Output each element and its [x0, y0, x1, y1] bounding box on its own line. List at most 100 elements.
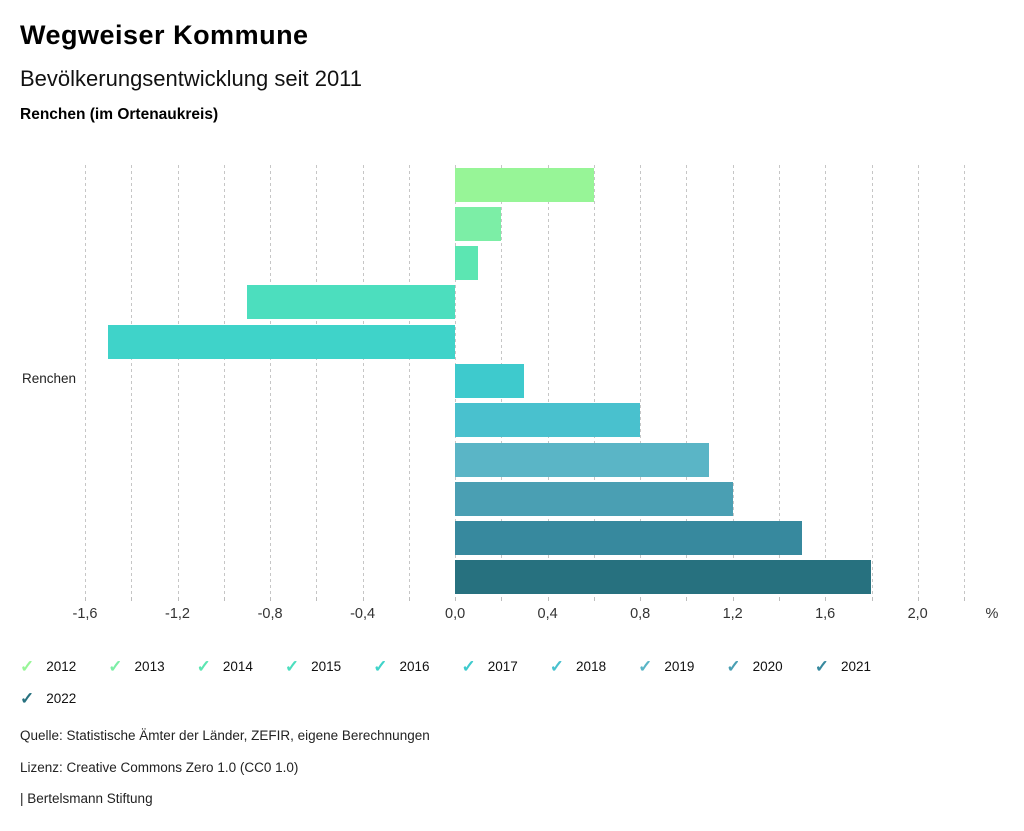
bar-2016[interactable] [108, 324, 456, 359]
checkmark-icon: ✓ [196, 656, 211, 676]
legend-year-label: 2022 [46, 690, 77, 706]
x-axis-tick-label: -1,6 [72, 606, 98, 622]
bar-2021[interactable] [455, 521, 803, 556]
legend-year-label: 2019 [664, 658, 695, 674]
checkmark-icon: ✓ [373, 656, 388, 676]
gridline [732, 165, 734, 597]
bar-2015[interactable] [246, 285, 456, 320]
bar-2022[interactable] [455, 560, 872, 595]
legend-year-label: 2016 [399, 658, 430, 674]
legend-year-label: 2017 [487, 658, 518, 674]
gridline [686, 165, 688, 597]
checkmark-icon: ✓ [284, 656, 300, 676]
x-axis-tick [270, 597, 272, 601]
x-axis-tick [547, 597, 549, 601]
legend-year-label: 2013 [134, 658, 165, 674]
gridline [593, 165, 595, 597]
x-axis-tick [778, 597, 780, 601]
x-axis-tick-label: -1,2 [165, 606, 190, 622]
checkmark-icon: ✓ [549, 656, 565, 676]
gridline [547, 165, 549, 597]
bar-2018[interactable] [455, 403, 641, 438]
gridline [177, 165, 179, 597]
checkmark-icon: ✓ [20, 688, 35, 708]
x-axis-tick [640, 597, 642, 601]
checkmark-icon: ✓ [726, 656, 741, 676]
x-axis-tick-label: 1,2 [722, 606, 743, 622]
x-axis-tick-label: 0,4 [537, 606, 558, 622]
x-axis-tick [408, 597, 410, 601]
x-axis-tick [732, 597, 734, 601]
chart-region-label: Renchen (im Ortenaukreis) [20, 106, 219, 123]
attribution-note: | Bertelsmann Stiftung [20, 791, 153, 806]
gridline [825, 165, 827, 597]
x-axis-tick [871, 597, 873, 601]
gridline [85, 165, 86, 597]
x-axis-tick-label: 1,6 [815, 606, 836, 622]
bar-chart-plot-area [85, 165, 965, 597]
checkmark-icon: ✓ [20, 656, 35, 676]
checkmark-icon: ✓ [638, 656, 653, 676]
y-axis-category-label: Renchen [21, 371, 76, 386]
legend-item-2014[interactable]: ✓ 2014 [197, 655, 253, 677]
x-axis-tick [85, 597, 86, 601]
legend-item-2022[interactable]: ✓ 2022 [20, 687, 76, 709]
x-axis-unit-label: % [985, 606, 999, 622]
x-axis-tick [825, 597, 827, 601]
x-axis-tick-label: 0,8 [630, 606, 651, 622]
x-axis-tick [362, 597, 364, 601]
legend-item-2018[interactable]: ✓ 2018 [550, 655, 606, 677]
legend-item-2013[interactable]: ✓ 2013 [108, 655, 164, 677]
gridline [917, 165, 919, 597]
gridline [270, 165, 272, 597]
legend-year-label: 2021 [840, 658, 871, 674]
gridline [131, 165, 133, 597]
legend-item-2016[interactable]: ✓ 2016 [373, 655, 429, 677]
x-axis-tick-label: -0,4 [350, 606, 376, 622]
gridline [362, 165, 364, 597]
x-axis-tick [455, 597, 457, 601]
bar-2012[interactable] [455, 167, 594, 202]
checkmark-icon: ✓ [461, 656, 476, 676]
x-axis-tick [686, 597, 688, 601]
source-note: Quelle: Statistische Ämter der Länder, Z… [20, 728, 430, 743]
x-axis-tick [917, 597, 919, 601]
bar-2014[interactable] [455, 246, 479, 281]
x-axis-tick [964, 597, 965, 601]
legend-year-label: 2015 [311, 658, 342, 674]
legend-year-label: 2012 [46, 658, 77, 674]
bar-2017[interactable] [455, 364, 525, 398]
legend-item-2012[interactable]: ✓ 2012 [20, 655, 76, 677]
legend-item-2019[interactable]: ✓ 2019 [638, 655, 694, 677]
gridline [223, 165, 225, 597]
legend-year-label: 2020 [752, 658, 783, 674]
checkmark-icon: ✓ [108, 656, 123, 676]
page-title: Wegweiser Kommune [20, 20, 309, 50]
x-axis: -1,6 -1,2 -0,8 -0,4 0,0 0,4 0,8 1,2 1,6 2,0% [73, 597, 1024, 627]
legend-item-2017[interactable]: ✓ 2017 [462, 655, 518, 677]
chart-subtitle: Bevölkerungsentwicklung seit 2011 [20, 66, 363, 91]
legend-item-2020[interactable]: ✓ 2020 [726, 655, 782, 677]
x-axis-tick [593, 597, 595, 601]
legend-item-2015[interactable]: ✓ 2015 [285, 655, 341, 677]
x-axis-tick [131, 597, 133, 601]
gridline [408, 165, 410, 597]
x-axis-tick-label: -0,8 [257, 606, 283, 622]
x-axis-tick [501, 597, 503, 601]
gridline [316, 165, 318, 597]
checkmark-icon: ✓ [814, 656, 829, 676]
gridline [964, 165, 965, 597]
x-axis-tick [316, 597, 318, 601]
license-note: Lizenz: Creative Commons Zero 1.0 (CC0 1… [20, 760, 299, 775]
bar-2020[interactable] [455, 481, 733, 516]
legend-item-2021[interactable]: ✓ 2021 [815, 655, 871, 677]
x-axis-tick [177, 597, 179, 601]
x-axis-tick [223, 597, 225, 601]
bar-2013[interactable] [455, 206, 502, 241]
bar-2019[interactable] [455, 442, 710, 477]
x-axis-tick-label: 2,0 [907, 606, 928, 622]
gridline [778, 165, 780, 597]
legend-year-label: 2014 [222, 658, 253, 674]
gridline [871, 165, 873, 597]
